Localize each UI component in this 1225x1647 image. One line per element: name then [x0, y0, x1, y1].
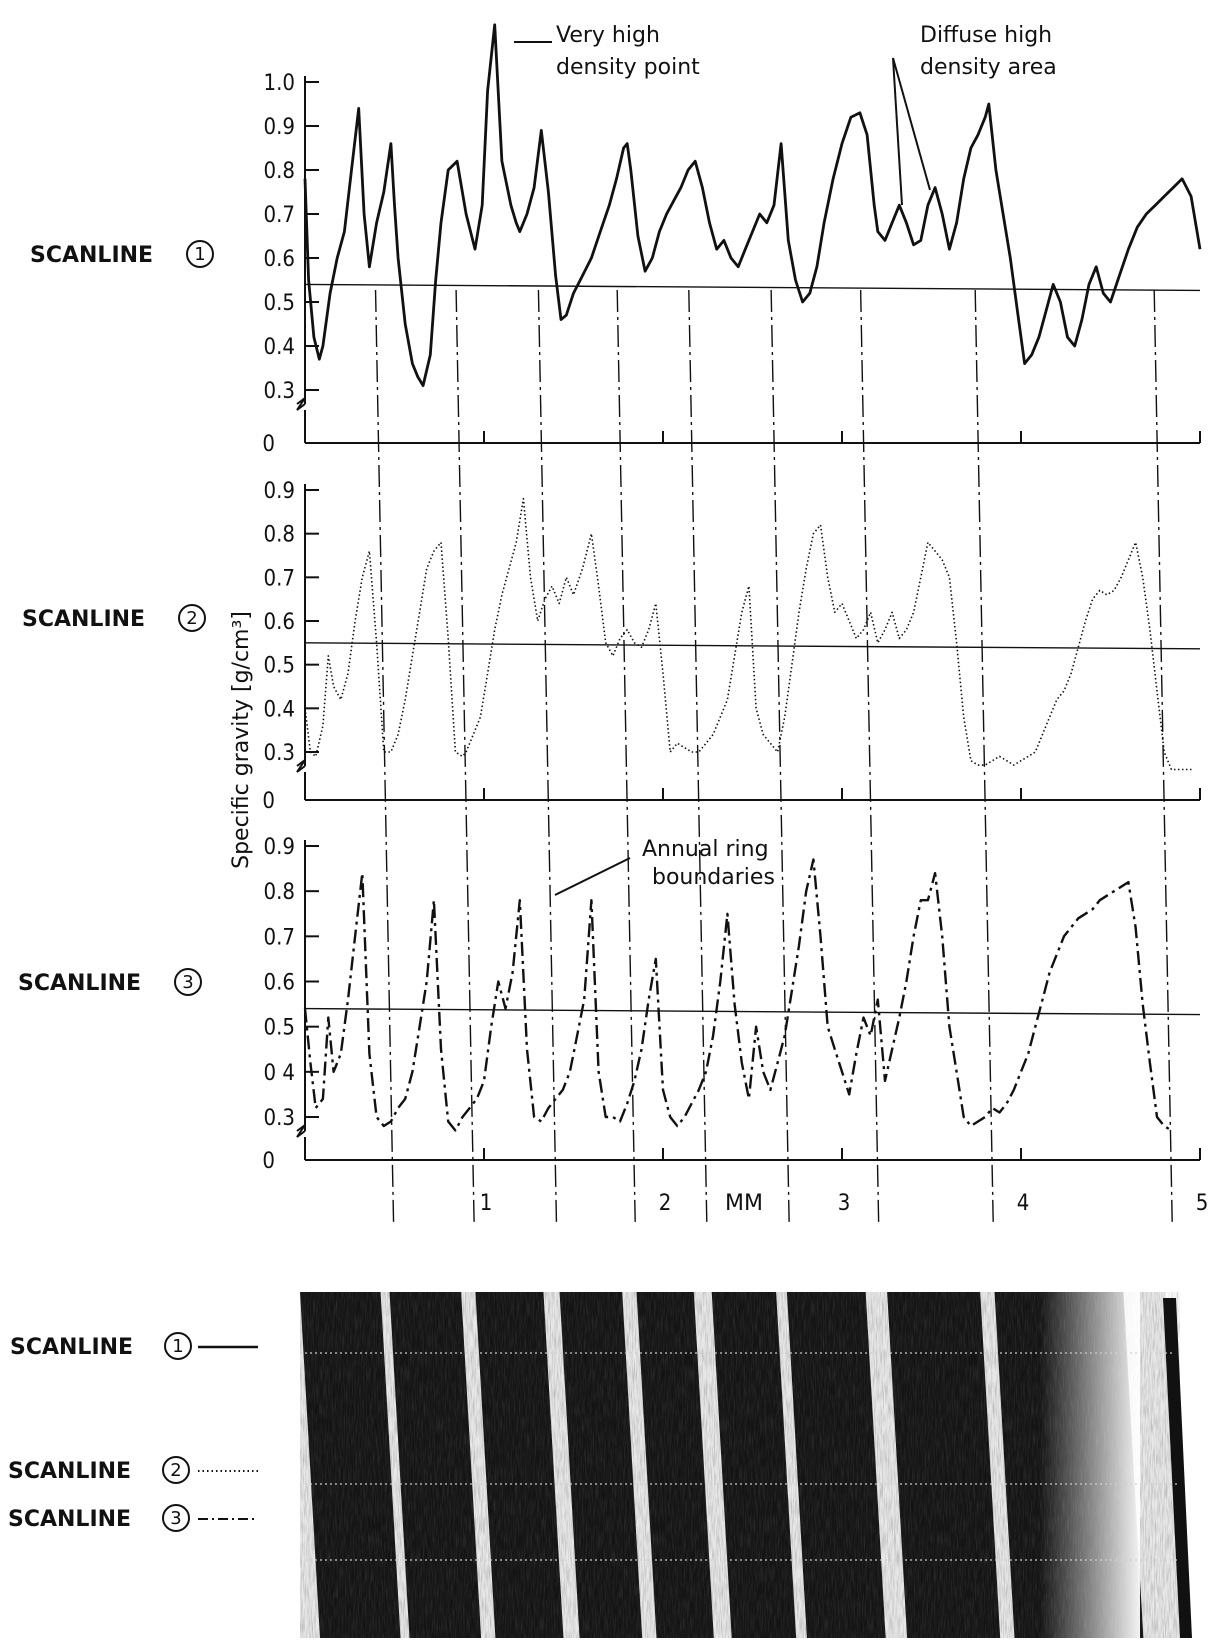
legend-scanline-1-text: SCANLINE: [10, 1335, 133, 1360]
y-tick-label: 0.8: [264, 523, 295, 548]
x-tick-label: 4: [1017, 1191, 1030, 1216]
scanline-1-density-series: [303, 23, 1202, 387]
scanline-3-number: 3: [182, 972, 193, 993]
y-tick-label-zero: 0: [262, 432, 275, 457]
ring-boundary-line: [374, 289, 395, 1223]
scanline-2-label-text: SCANLINE: [22, 607, 145, 632]
axis-break-mark: [296, 759, 306, 773]
ring-boundary-line: [455, 289, 475, 1223]
legend-scanline-1: SCANLINE 1: [10, 1332, 258, 1360]
scanline-3-label-text: SCANLINE: [18, 971, 141, 996]
y-tick-label: 0 4: [264, 1061, 295, 1086]
y-tick-label-zero: 0: [262, 1149, 275, 1174]
y-tick-label: 0.3: [264, 741, 295, 766]
mean-reference-line: [304, 283, 1201, 292]
y-tick-label: 0.6: [264, 247, 295, 272]
scanline-panels: 0 0.3 0.4 0.5 0.6 0.7 0.8 0.9 1.0 0 0.3 0.4 0.5 0.6 0.…: [262, 23, 1202, 1174]
y-tick-label: 0.6: [264, 610, 295, 635]
ring-boundary-line: [537, 289, 558, 1223]
y-tick-label: 0.3: [264, 379, 295, 404]
y-tick-label: 1.0: [264, 71, 295, 96]
scanline-1-number: 1: [194, 244, 205, 265]
annotation-annual-ring-boundaries: Annual ring boundaries: [554, 837, 775, 896]
ring-boundary-line: [974, 289, 994, 1223]
y-tick-label: 0.3: [264, 1106, 295, 1131]
x-axis: 1 2 3 4 5: [480, 1191, 1209, 1216]
scanline-3-panel: 0 0.3 0 4 0.5 0.6 0.7 0.8 0.9: [262, 835, 1201, 1174]
wood-density-xray-image: [300, 1292, 1192, 1638]
y-tick-label: 0.9: [264, 835, 295, 860]
ring-boundary-line: [1153, 289, 1173, 1223]
annual-ring-boundary-lines: [374, 289, 1173, 1223]
legend-scanline-3-text: SCANLINE: [8, 1507, 131, 1532]
legend-scanline-2: SCANLINE 2: [8, 1456, 258, 1484]
legend-scanline-3: SCANLINE 3: [8, 1504, 258, 1532]
ring-boundary-line: [859, 289, 880, 1223]
ring-boundary-line: [616, 289, 636, 1223]
scanline-1-label-text: SCANLINE: [30, 243, 153, 268]
y-tick-label: 0.4: [264, 697, 295, 722]
y-tick-label: 0.7: [264, 925, 295, 950]
scanline-3-label: SCANLINE 3: [18, 968, 202, 996]
y-tick-label-zero: 0: [262, 789, 275, 814]
x-tick-label: 5: [1196, 1191, 1209, 1216]
annotation-very-high-density: Very high density point: [514, 23, 700, 80]
axis-break-mark: [296, 1124, 306, 1138]
legend-scanline-3-number: 3: [170, 1508, 181, 1529]
y-tick-label: 0.5: [264, 654, 295, 679]
axis-break-mark: [296, 397, 306, 411]
ring-boundary-line: [688, 289, 708, 1223]
mean-reference-line: [304, 1007, 1201, 1016]
legend-scanline-1-number: 1: [172, 1336, 183, 1357]
annotation-diffuse-high-density: Diffuse high density area: [892, 23, 1057, 206]
y-tick-label: 0.6: [264, 971, 295, 996]
legend-scanline-2-number: 2: [170, 1460, 181, 1481]
x-axis-unit-label: MM: [725, 1191, 763, 1216]
scanline-2-number: 2: [186, 608, 197, 629]
scanline-2-density-series: [304, 497, 1193, 771]
y-tick-label: 0.9: [264, 115, 295, 140]
y-tick-label: 0.5: [264, 291, 295, 316]
x-tick-label: 3: [838, 1191, 851, 1216]
annotation-diffuse-line1: Diffuse high: [920, 23, 1052, 48]
scanline-2-panel: 0 0.3 0.4 0.5 0.6 0.7 0.8 0.9: [262, 479, 1201, 814]
y-tick-label: 0.7: [264, 203, 295, 228]
scanline-1-panel: 0 0.3 0.4 0.5 0.6 0.7 0.8 0.9 1.0: [262, 23, 1202, 457]
annotation-annual-line1: Annual ring: [642, 837, 769, 862]
y-tick-label: 0.8: [264, 159, 295, 184]
scanline-3-density-series: [303, 858, 1173, 1132]
x-tick-label: 1: [480, 1191, 493, 1216]
annotation-very-high-line1: Very high: [556, 23, 660, 48]
annotation-diffuse-line2: density area: [920, 55, 1057, 80]
annotation-annual-line2: boundaries: [652, 865, 775, 890]
y-axis-label: Specific gravity [g/cm³]: [229, 611, 254, 869]
ring-boundary-line: [770, 289, 790, 1223]
image-legend: SCANLINE 1 SCANLINE 2 SCANLINE 3: [8, 1332, 258, 1532]
y-tick-label: 0.7: [264, 566, 295, 591]
mean-reference-line: [304, 642, 1201, 650]
x-tick-label: 2: [659, 1191, 672, 1216]
y-tick-label: 0.5: [264, 1016, 295, 1041]
legend-scanline-2-text: SCANLINE: [8, 1459, 131, 1484]
scanline-1-label: SCANLINE 1: [30, 240, 214, 268]
y-tick-label: 0.4: [264, 335, 295, 360]
y-tick-label: 0.9: [264, 479, 295, 504]
y-tick-label: 0.8: [264, 880, 295, 905]
scanline-2-label: SCANLINE 2: [22, 604, 206, 632]
annotation-very-high-line2: density point: [556, 55, 700, 80]
